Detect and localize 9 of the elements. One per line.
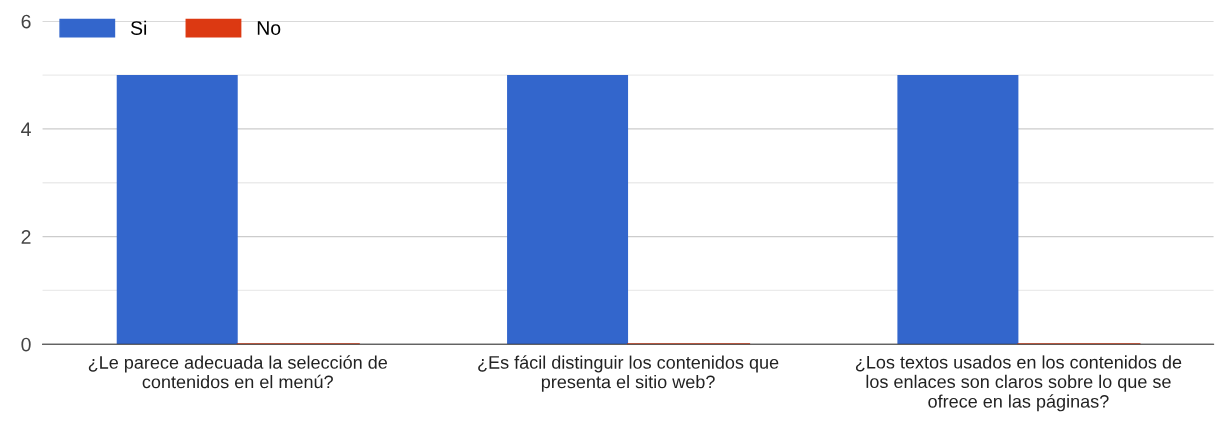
y-tick-label: 0 — [21, 337, 31, 352]
y-tick-label: 6 — [21, 14, 31, 29]
legend-label: No — [257, 21, 281, 35]
x-tick-label: ¿Los textos usados en los contenidos de los enlaces son claros sobre lo que se ofrece en las páginas? — [855, 355, 1182, 412]
x-tick-label: ¿Es fácil distinguir los contenidos que presenta el sitio web? — [478, 355, 779, 392]
x-tick-label: ¿Le parece adecuada la selección de contenidos en el menú? — [88, 355, 387, 389]
legend-label: Si — [130, 20, 147, 35]
y-tick-label: 2 — [21, 230, 31, 244]
y-tick-label: 4 — [21, 122, 31, 136]
